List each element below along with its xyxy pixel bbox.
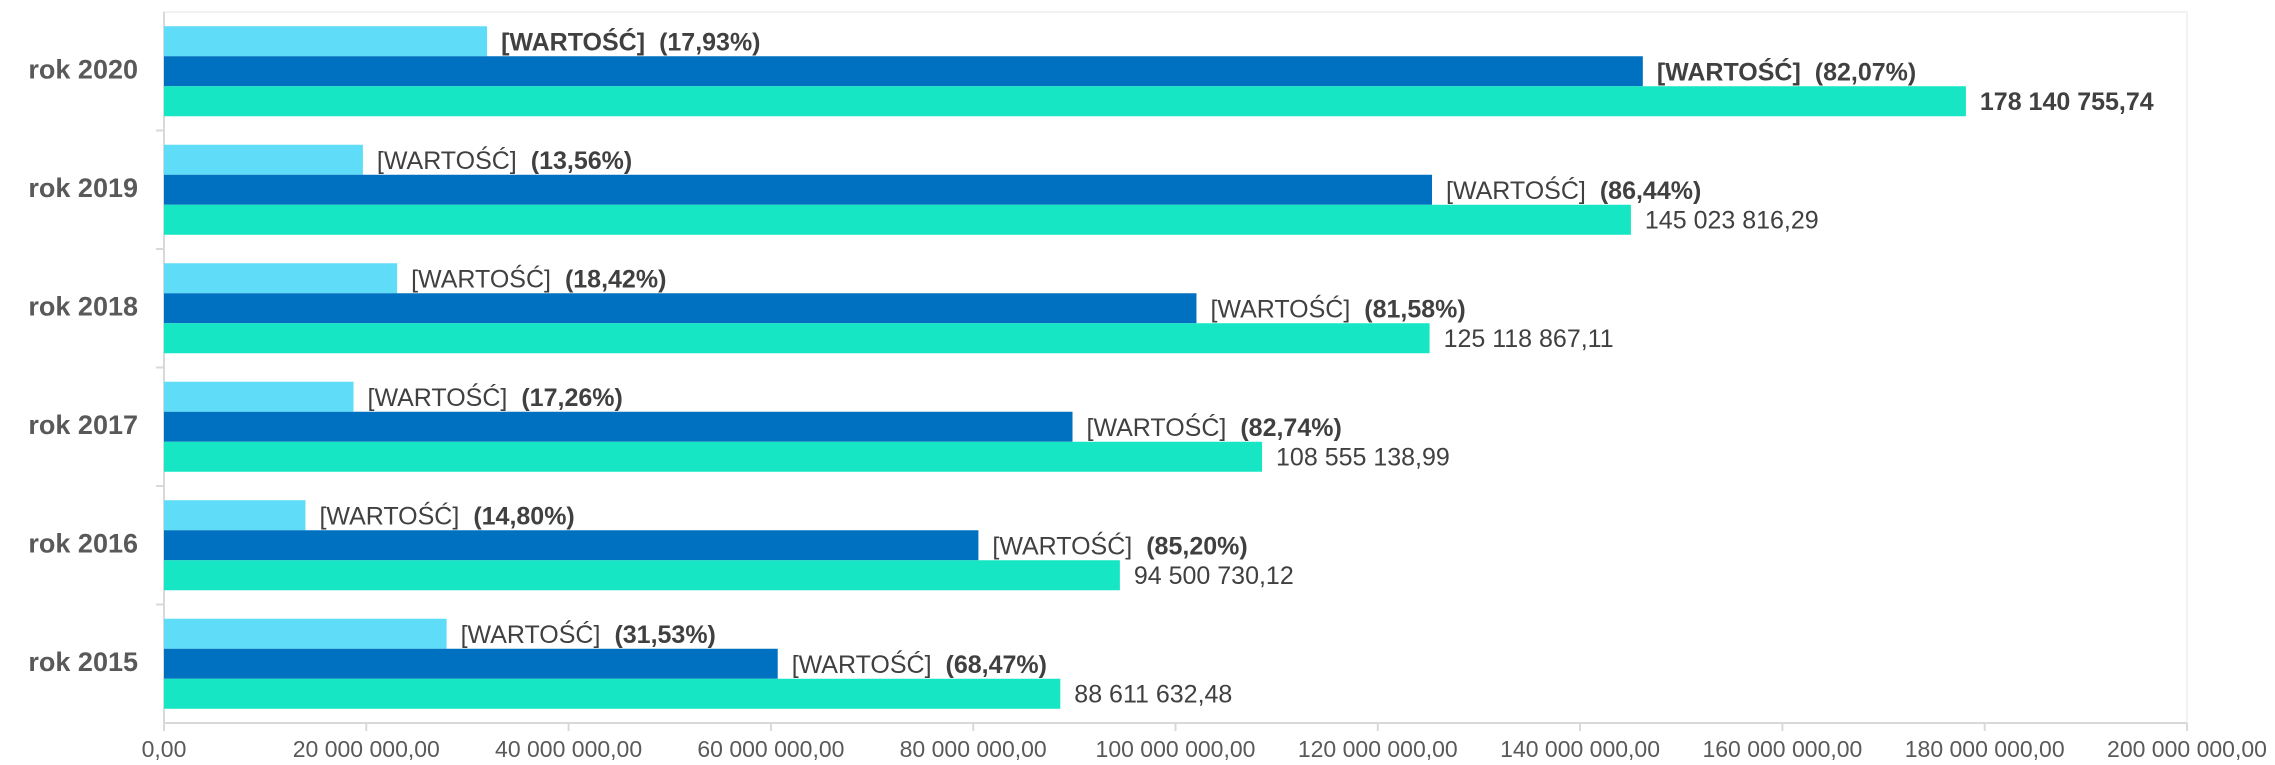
data-label: 178 140 755,74 — [1980, 88, 2154, 116]
label-text: [WARTOŚĆ] — [501, 26, 645, 56]
bar — [164, 411, 1073, 442]
share-label: (86,44%) — [1600, 176, 1701, 204]
bar — [164, 26, 488, 57]
label-text: [WARTOŚĆ] — [1446, 174, 1586, 204]
x-tick-label: 180 000 000,00 — [1905, 736, 2065, 762]
bar — [164, 678, 1061, 709]
data-label: [WARTOŚĆ] (17,93%) — [501, 26, 760, 56]
label-text: [WARTOŚĆ] — [1657, 56, 1801, 86]
x-tick-label: 100 000 000,00 — [1096, 736, 1256, 762]
x-tick-label: 20 000 000,00 — [293, 736, 440, 762]
bar — [164, 263, 398, 294]
category-label: rok 2017 — [28, 410, 138, 440]
category-label: rok 2019 — [28, 173, 138, 203]
x-tick-label: 160 000 000,00 — [1702, 736, 1862, 762]
label-text: [WARTOŚĆ] — [377, 144, 517, 174]
share-label: (17,26%) — [521, 383, 622, 411]
bar — [164, 381, 354, 412]
label-text: [WARTOŚĆ] — [319, 500, 459, 530]
data-label: 88 611 632,48 — [1074, 680, 1232, 708]
share-label: (14,80%) — [473, 502, 574, 530]
category-label: rok 2016 — [28, 528, 138, 558]
bar — [164, 86, 1966, 117]
data-label: [WARTOŚĆ] (31,53%) — [461, 618, 716, 648]
x-tick-label: 120 000 000,00 — [1298, 736, 1458, 762]
data-label: [WARTOŚĆ] (68,47%) — [792, 648, 1047, 678]
share-label: (82,74%) — [1240, 413, 1341, 441]
data-label: [WARTOŚĆ] (82,74%) — [1087, 411, 1342, 441]
share-label: (13,56%) — [531, 146, 632, 174]
share-label: (82,07%) — [1815, 58, 1916, 86]
data-label: [WARTOŚĆ] (85,20%) — [992, 530, 1247, 560]
bar — [164, 204, 1631, 235]
bar — [164, 648, 778, 679]
category-label: rok 2020 — [28, 54, 138, 84]
label-text: [WARTOŚĆ] — [461, 618, 601, 648]
data-label: [WARTOŚĆ] (13,56%) — [377, 144, 632, 174]
share-label: (68,47%) — [946, 650, 1047, 678]
label-text: [WARTOŚĆ] — [368, 381, 508, 411]
share-label: (85,20%) — [1146, 532, 1247, 560]
data-label: [WARTOŚĆ] (82,07%) — [1657, 56, 1916, 86]
label-text: [WARTOŚĆ] — [411, 263, 551, 293]
share-label: (31,53%) — [614, 620, 715, 648]
x-tick-label: 40 000 000,00 — [495, 736, 642, 762]
label-text: [WARTOŚĆ] — [792, 648, 932, 678]
data-label: [WARTOŚĆ] (14,80%) — [319, 500, 574, 530]
bar — [164, 500, 306, 531]
share-label: (18,42%) — [565, 265, 666, 293]
data-label: [WARTOŚĆ] (18,42%) — [411, 263, 666, 293]
bar — [164, 144, 363, 175]
x-tick-label: 140 000 000,00 — [1500, 736, 1660, 762]
bar — [164, 323, 1430, 354]
label-text: [WARTOŚĆ] — [1087, 411, 1227, 441]
data-label: [WARTOŚĆ] (81,58%) — [1210, 293, 1465, 323]
data-label: 125 118 867,11 — [1444, 325, 1614, 353]
data-label: 94 500 730,12 — [1134, 562, 1294, 590]
label-text: [WARTOŚĆ] — [992, 530, 1132, 560]
bar — [164, 174, 1433, 205]
data-label: 108 555 138,99 — [1276, 443, 1450, 471]
x-tick-label: 60 000 000,00 — [697, 736, 844, 762]
x-tick-label: 200 000 000,00 — [2107, 736, 2267, 762]
category-label: rok 2018 — [28, 291, 138, 321]
bar — [164, 441, 1263, 472]
share-label: (17,93%) — [659, 28, 760, 56]
plot-border — [163, 11, 2188, 724]
data-label: [WARTOŚĆ] (17,26%) — [368, 381, 623, 411]
data-label: 145 023 816,29 — [1645, 206, 1819, 234]
bar — [164, 560, 1120, 591]
category-label: rok 2015 — [28, 647, 138, 677]
x-tick-label: 0,00 — [142, 736, 187, 762]
bar — [164, 530, 979, 561]
share-label: (81,58%) — [1364, 295, 1465, 323]
bar — [164, 618, 447, 649]
bar — [164, 293, 1197, 324]
bar — [164, 56, 1643, 87]
data-label: [WARTOŚĆ] (86,44%) — [1446, 174, 1701, 204]
x-tick-label: 80 000 000,00 — [900, 736, 1047, 762]
label-text: [WARTOŚĆ] — [1210, 293, 1350, 323]
